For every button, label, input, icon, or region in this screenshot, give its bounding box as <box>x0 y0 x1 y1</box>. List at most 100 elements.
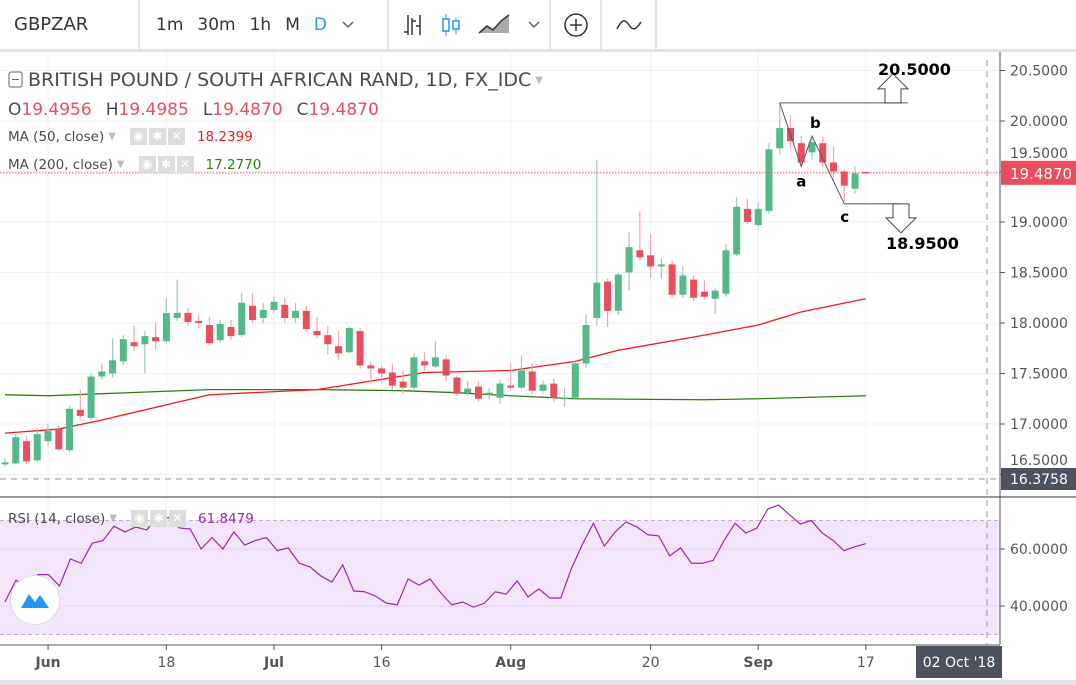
caret-down-icon[interactable]: ▼ <box>535 74 543 86</box>
high-label: H <box>105 100 119 120</box>
candle-down <box>668 264 676 295</box>
candle-up <box>98 371 106 377</box>
candle-down <box>700 291 708 297</box>
candle-down <box>388 372 396 386</box>
candle-down <box>23 441 31 462</box>
price-tick-label: 20.5000 <box>1010 64 1068 80</box>
candle-up <box>162 312 170 342</box>
gear-icon[interactable]: ✱ <box>150 510 167 527</box>
rsi-legend: RSI (14, close) ▼ ◉ ✱ ✕ 61.8479 <box>8 510 254 527</box>
time-tick-label: 17 <box>857 655 875 671</box>
candle-down <box>862 171 870 174</box>
eye-icon[interactable]: ◉ <box>131 510 148 527</box>
current-price-badge <box>1001 160 1076 185</box>
rsi-line <box>4 504 866 608</box>
chevron-down-icon[interactable] <box>341 20 355 30</box>
time-tick-label: Jun <box>34 655 60 671</box>
candle-up <box>1 462 9 465</box>
time-tick-label: Aug <box>495 655 526 671</box>
close-label: C <box>296 100 309 120</box>
bar-chart-icon[interactable] <box>401 12 425 38</box>
candle-down <box>528 371 536 391</box>
price-tick-label: 18.5000 <box>1010 266 1068 282</box>
gear-icon[interactable]: ✱ <box>148 128 166 145</box>
collapse-legend-icon[interactable] <box>8 71 24 89</box>
indicator-wave-icon <box>615 19 642 30</box>
indicators-button[interactable] <box>602 0 655 49</box>
candle-down <box>797 143 805 163</box>
ma200-label[interactable]: MA (200, close) <box>8 156 113 173</box>
chart-area[interactable]: 20.5000 18.9500 a b c 20.5000 20.0000 19.5000 19… <box>0 52 1076 680</box>
open-label: O <box>8 100 22 120</box>
candle-down <box>195 320 203 323</box>
rsi-band <box>0 520 1000 635</box>
candle-up <box>496 383 504 398</box>
chart-canvas[interactable]: 20.5000 18.9500 a b c 20.5000 20.0000 19.5000 19… <box>0 52 1076 680</box>
time-tick-label: Sep <box>743 655 773 671</box>
candle-up <box>292 310 300 318</box>
candle-down <box>227 327 235 337</box>
close-icon[interactable]: ✕ <box>167 128 185 145</box>
arrow-up-icon <box>876 73 910 104</box>
time-tick-label: 16 <box>373 655 391 671</box>
caret-down-icon[interactable]: ▼ <box>116 159 125 170</box>
close-icon[interactable]: ✕ <box>169 510 186 527</box>
candle-up <box>173 312 181 318</box>
candle-down <box>442 359 450 376</box>
rsi-tick-label: 40.0000 <box>1010 599 1068 615</box>
candle-up <box>625 247 633 273</box>
wave-label-a: a <box>796 172 806 190</box>
ma50-label[interactable]: MA (50, close) <box>8 128 105 145</box>
area-chart-icon[interactable] <box>477 13 511 37</box>
candle-down <box>399 381 407 388</box>
caret-down-icon[interactable]: ▼ <box>109 513 117 524</box>
target-down-label: 18.9500 <box>886 234 959 253</box>
candle-down <box>248 305 256 320</box>
candle-up <box>657 264 665 267</box>
candle-down <box>302 310 310 330</box>
rsi-label[interactable]: RSI (14, close) <box>8 510 106 527</box>
interval-30m[interactable]: 30m <box>197 14 236 35</box>
candle-down <box>743 208 751 222</box>
symbol-box[interactable]: GBPZAR <box>0 0 138 49</box>
series-legend: BRITISH POUND / SOUTH AFRICAN RAND, 1D, … <box>8 69 543 91</box>
interval-D[interactable]: D <box>313 14 327 35</box>
close-icon[interactable]: ✕ <box>176 156 194 173</box>
candle-up <box>517 370 525 388</box>
rsi-tick-label: 60.0000 <box>1010 542 1068 558</box>
candle-up <box>614 274 622 311</box>
candle-down <box>840 171 848 186</box>
interval-1h[interactable]: 1h <box>249 14 272 35</box>
candle-down <box>507 385 515 388</box>
close-value: 19.4870 <box>308 100 379 120</box>
candle-down <box>281 304 289 318</box>
candle-down <box>647 255 655 267</box>
candle-up <box>485 392 493 395</box>
eye-icon[interactable]: ◉ <box>138 156 156 173</box>
plus-circle-icon <box>563 12 588 37</box>
candle-chart-icon[interactable] <box>441 12 461 38</box>
chart-type-group <box>389 0 549 49</box>
compare-button[interactable] <box>551 0 600 49</box>
interval-M[interactable]: M <box>285 14 300 35</box>
candle-up <box>776 128 784 149</box>
chevron-down-icon[interactable] <box>527 20 541 30</box>
price-axis <box>1000 52 1076 680</box>
price-tick-label: 16.5000 <box>1010 453 1068 469</box>
caret-down-icon[interactable]: ▼ <box>108 131 116 142</box>
eye-icon[interactable]: ◉ <box>129 128 147 145</box>
tradingview-logo[interactable] <box>10 575 60 625</box>
price-tick-label: 18.0000 <box>1010 316 1068 332</box>
logo-icon <box>21 594 49 608</box>
gear-icon[interactable]: ✱ <box>157 156 175 173</box>
candle-up <box>238 302 246 336</box>
candle-up <box>561 397 569 400</box>
low-value: 19.4870 <box>212 100 283 120</box>
interval-1m[interactable]: 1m <box>156 14 184 35</box>
candle-up <box>539 384 547 391</box>
candle-down <box>205 325 213 344</box>
price-tick-label: 20.0000 <box>1010 114 1068 130</box>
price-tick-label: 17.0000 <box>1010 417 1068 433</box>
candle-up <box>582 325 590 364</box>
candle-down <box>130 342 138 347</box>
